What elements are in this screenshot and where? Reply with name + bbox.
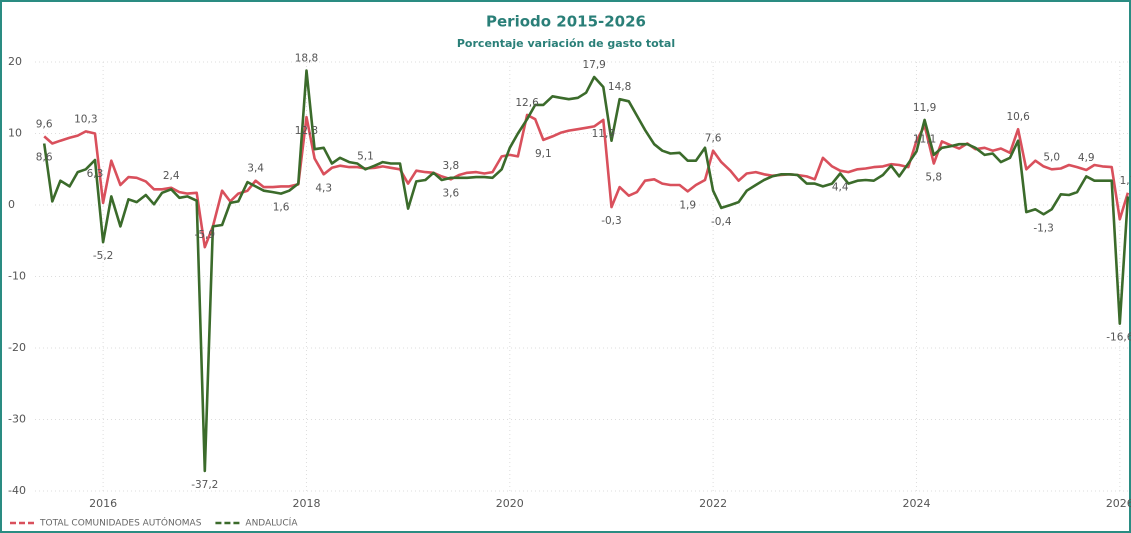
data-label: 12,3 <box>295 125 318 137</box>
series-line <box>42 69 1130 473</box>
y-tick-label: 0 <box>8 198 15 211</box>
series-line <box>43 113 1130 249</box>
data-label: -0,3 <box>601 215 622 227</box>
data-label: 11,9 <box>913 102 936 114</box>
x-tick-label: 2022 <box>699 497 727 510</box>
chart-subtitle: Porcentaje variación de gasto total <box>457 37 675 50</box>
data-label: 1,7 <box>1120 175 1131 187</box>
data-label: 7,6 <box>705 133 722 145</box>
data-label: 4,3 <box>315 182 332 194</box>
data-label: 11,9 <box>592 128 615 140</box>
data-label: 5,1 <box>357 151 374 163</box>
data-label: -1,3 <box>1033 222 1054 234</box>
data-label: 17,9 <box>582 59 605 71</box>
data-label: 9,6 <box>36 118 53 130</box>
legend-label: TOTAL COMUNIDADES AUTÓNOMAS <box>39 517 202 529</box>
data-label: 18,8 <box>295 53 318 65</box>
data-label: 8,6 <box>36 152 53 164</box>
data-label: 10,6 <box>1006 111 1030 123</box>
data-label: -0,4 <box>711 216 732 228</box>
x-tick-label: 2026 <box>1106 497 1131 510</box>
data-label: 5,0 <box>1043 151 1060 163</box>
data-label: 12,6 <box>515 97 539 109</box>
y-tick-label: 20 <box>8 55 22 68</box>
data-label: 11,1 <box>913 134 936 146</box>
data-label: 10,3 <box>74 113 97 125</box>
data-label: 14,8 <box>608 81 631 93</box>
y-tick-label: -20 <box>8 341 26 354</box>
x-tick-label: 2020 <box>496 497 524 510</box>
data-label: 1,6 <box>273 202 290 214</box>
data-label: 3,8 <box>442 160 459 172</box>
data-label: 3,6 <box>442 187 459 199</box>
legend-label: ANDALUCÍA <box>245 517 298 529</box>
data-label: 1,9 <box>679 199 696 211</box>
data-label: -5,2 <box>93 250 114 262</box>
data-label: 4,4 <box>832 182 849 194</box>
data-label: 9,1 <box>535 148 552 160</box>
data-label: 2,4 <box>163 170 180 182</box>
data-label: 6,3 <box>87 168 104 180</box>
y-tick-label: -30 <box>8 413 26 426</box>
data-label: 4,9 <box>1078 152 1095 164</box>
data-label: 3,4 <box>247 163 264 175</box>
y-tick-label: -10 <box>8 270 26 283</box>
x-tick-label: 2018 <box>292 497 320 510</box>
data-label: -5,9 <box>195 229 216 241</box>
y-tick-label: 10 <box>8 127 22 140</box>
x-tick-label: 2024 <box>902 497 930 510</box>
data-label: -37,2 <box>191 479 218 491</box>
data-label: -16,6 <box>1106 332 1131 344</box>
chart-title: Periodo 2015-2026 <box>486 13 646 31</box>
data-label: 5,8 <box>925 172 942 184</box>
y-tick-label: -40 <box>8 484 26 497</box>
x-tick-label: 2016 <box>89 497 117 510</box>
